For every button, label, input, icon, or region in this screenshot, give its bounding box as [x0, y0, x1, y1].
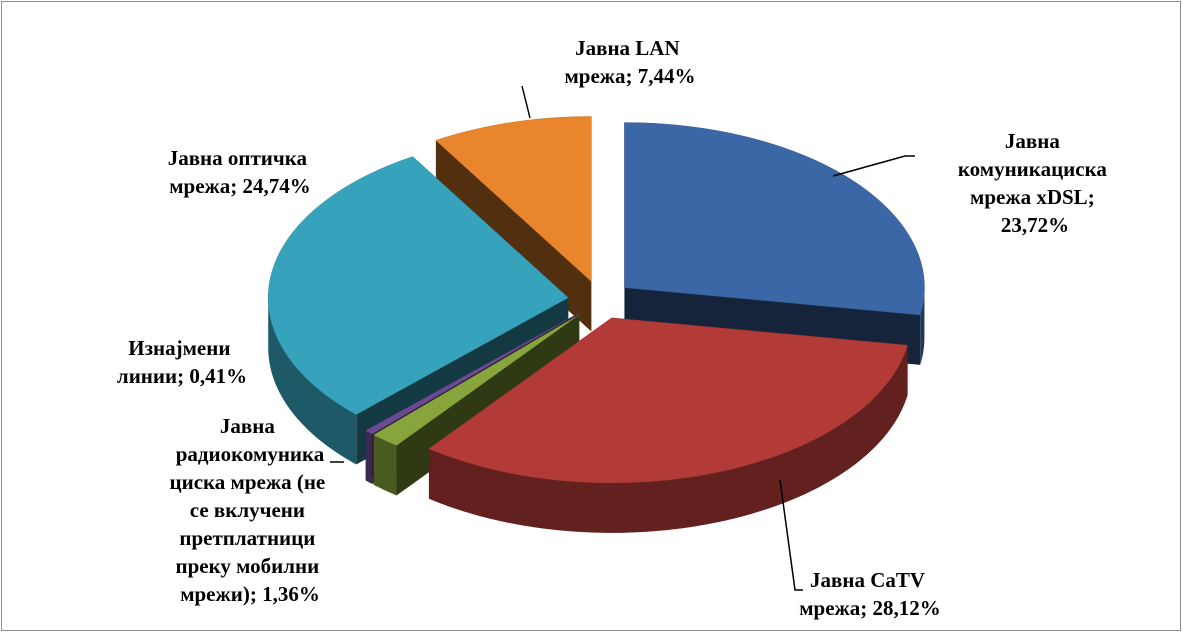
- labels: Јавна комуникациска мрежа xDSL; 23,72%Ја…: [117, 36, 1112, 620]
- data-label: 24,74%: [243, 174, 311, 198]
- label-separator: ;: [250, 582, 262, 606]
- leader-line: [832, 155, 915, 177]
- slice: [267, 156, 569, 415]
- data-label: 23,72%: [1001, 213, 1069, 237]
- data-label-text: Јавна комуникациска мрежа xDSL; 23,72%: [958, 129, 1112, 237]
- data-label: 1,36%: [262, 582, 320, 606]
- slice-side: [920, 287, 925, 365]
- data-label: 28,12%: [873, 596, 941, 620]
- data-label-text: Јавна CaTV мрежа; 28,12%: [799, 568, 941, 620]
- data-label-text: Јавна радиокомуника циска мрежа (не се вк…: [170, 414, 331, 606]
- leader-line: [521, 85, 531, 119]
- label-name: Јавна LAN мрежа: [564, 36, 684, 88]
- slice-side: [428, 345, 908, 533]
- data-label: 7,44%: [638, 64, 696, 88]
- label-name: Јавна комуникациска мрежа xDSL: [958, 129, 1112, 209]
- data-label-text: Изнајмени линии; 0,41%: [117, 336, 247, 388]
- slice-side: [365, 430, 373, 484]
- slice: [428, 317, 908, 484]
- label-separator: ;: [626, 64, 638, 88]
- data-label-text: Јавна LAN мрежа; 7,44%: [564, 36, 695, 88]
- label-name: Изнајмени линии: [117, 336, 236, 388]
- slice: [624, 122, 925, 316]
- label-separator: ;: [1088, 185, 1100, 209]
- label-name: Јавна оптичка мрежа: [168, 146, 313, 198]
- data-label-text: Јавна оптичка мрежа; 24,74%: [168, 146, 313, 198]
- slice-side: [373, 434, 397, 496]
- data-label: 0,41%: [189, 364, 247, 388]
- slice: [373, 314, 580, 446]
- slice: [435, 116, 592, 283]
- label-separator: ;: [860, 596, 872, 620]
- leader-line: [779, 479, 803, 591]
- label-separator: ;: [177, 364, 189, 388]
- label-separator: ;: [230, 174, 242, 198]
- slice-wall: [373, 314, 580, 485]
- pie: [267, 116, 925, 533]
- label-name: Јавна CaTV мрежа: [799, 568, 930, 620]
- label-name: Јавна радиокомуника циска мрежа (не се вк…: [170, 414, 331, 606]
- slice: [365, 313, 578, 435]
- slice-side: [268, 297, 357, 465]
